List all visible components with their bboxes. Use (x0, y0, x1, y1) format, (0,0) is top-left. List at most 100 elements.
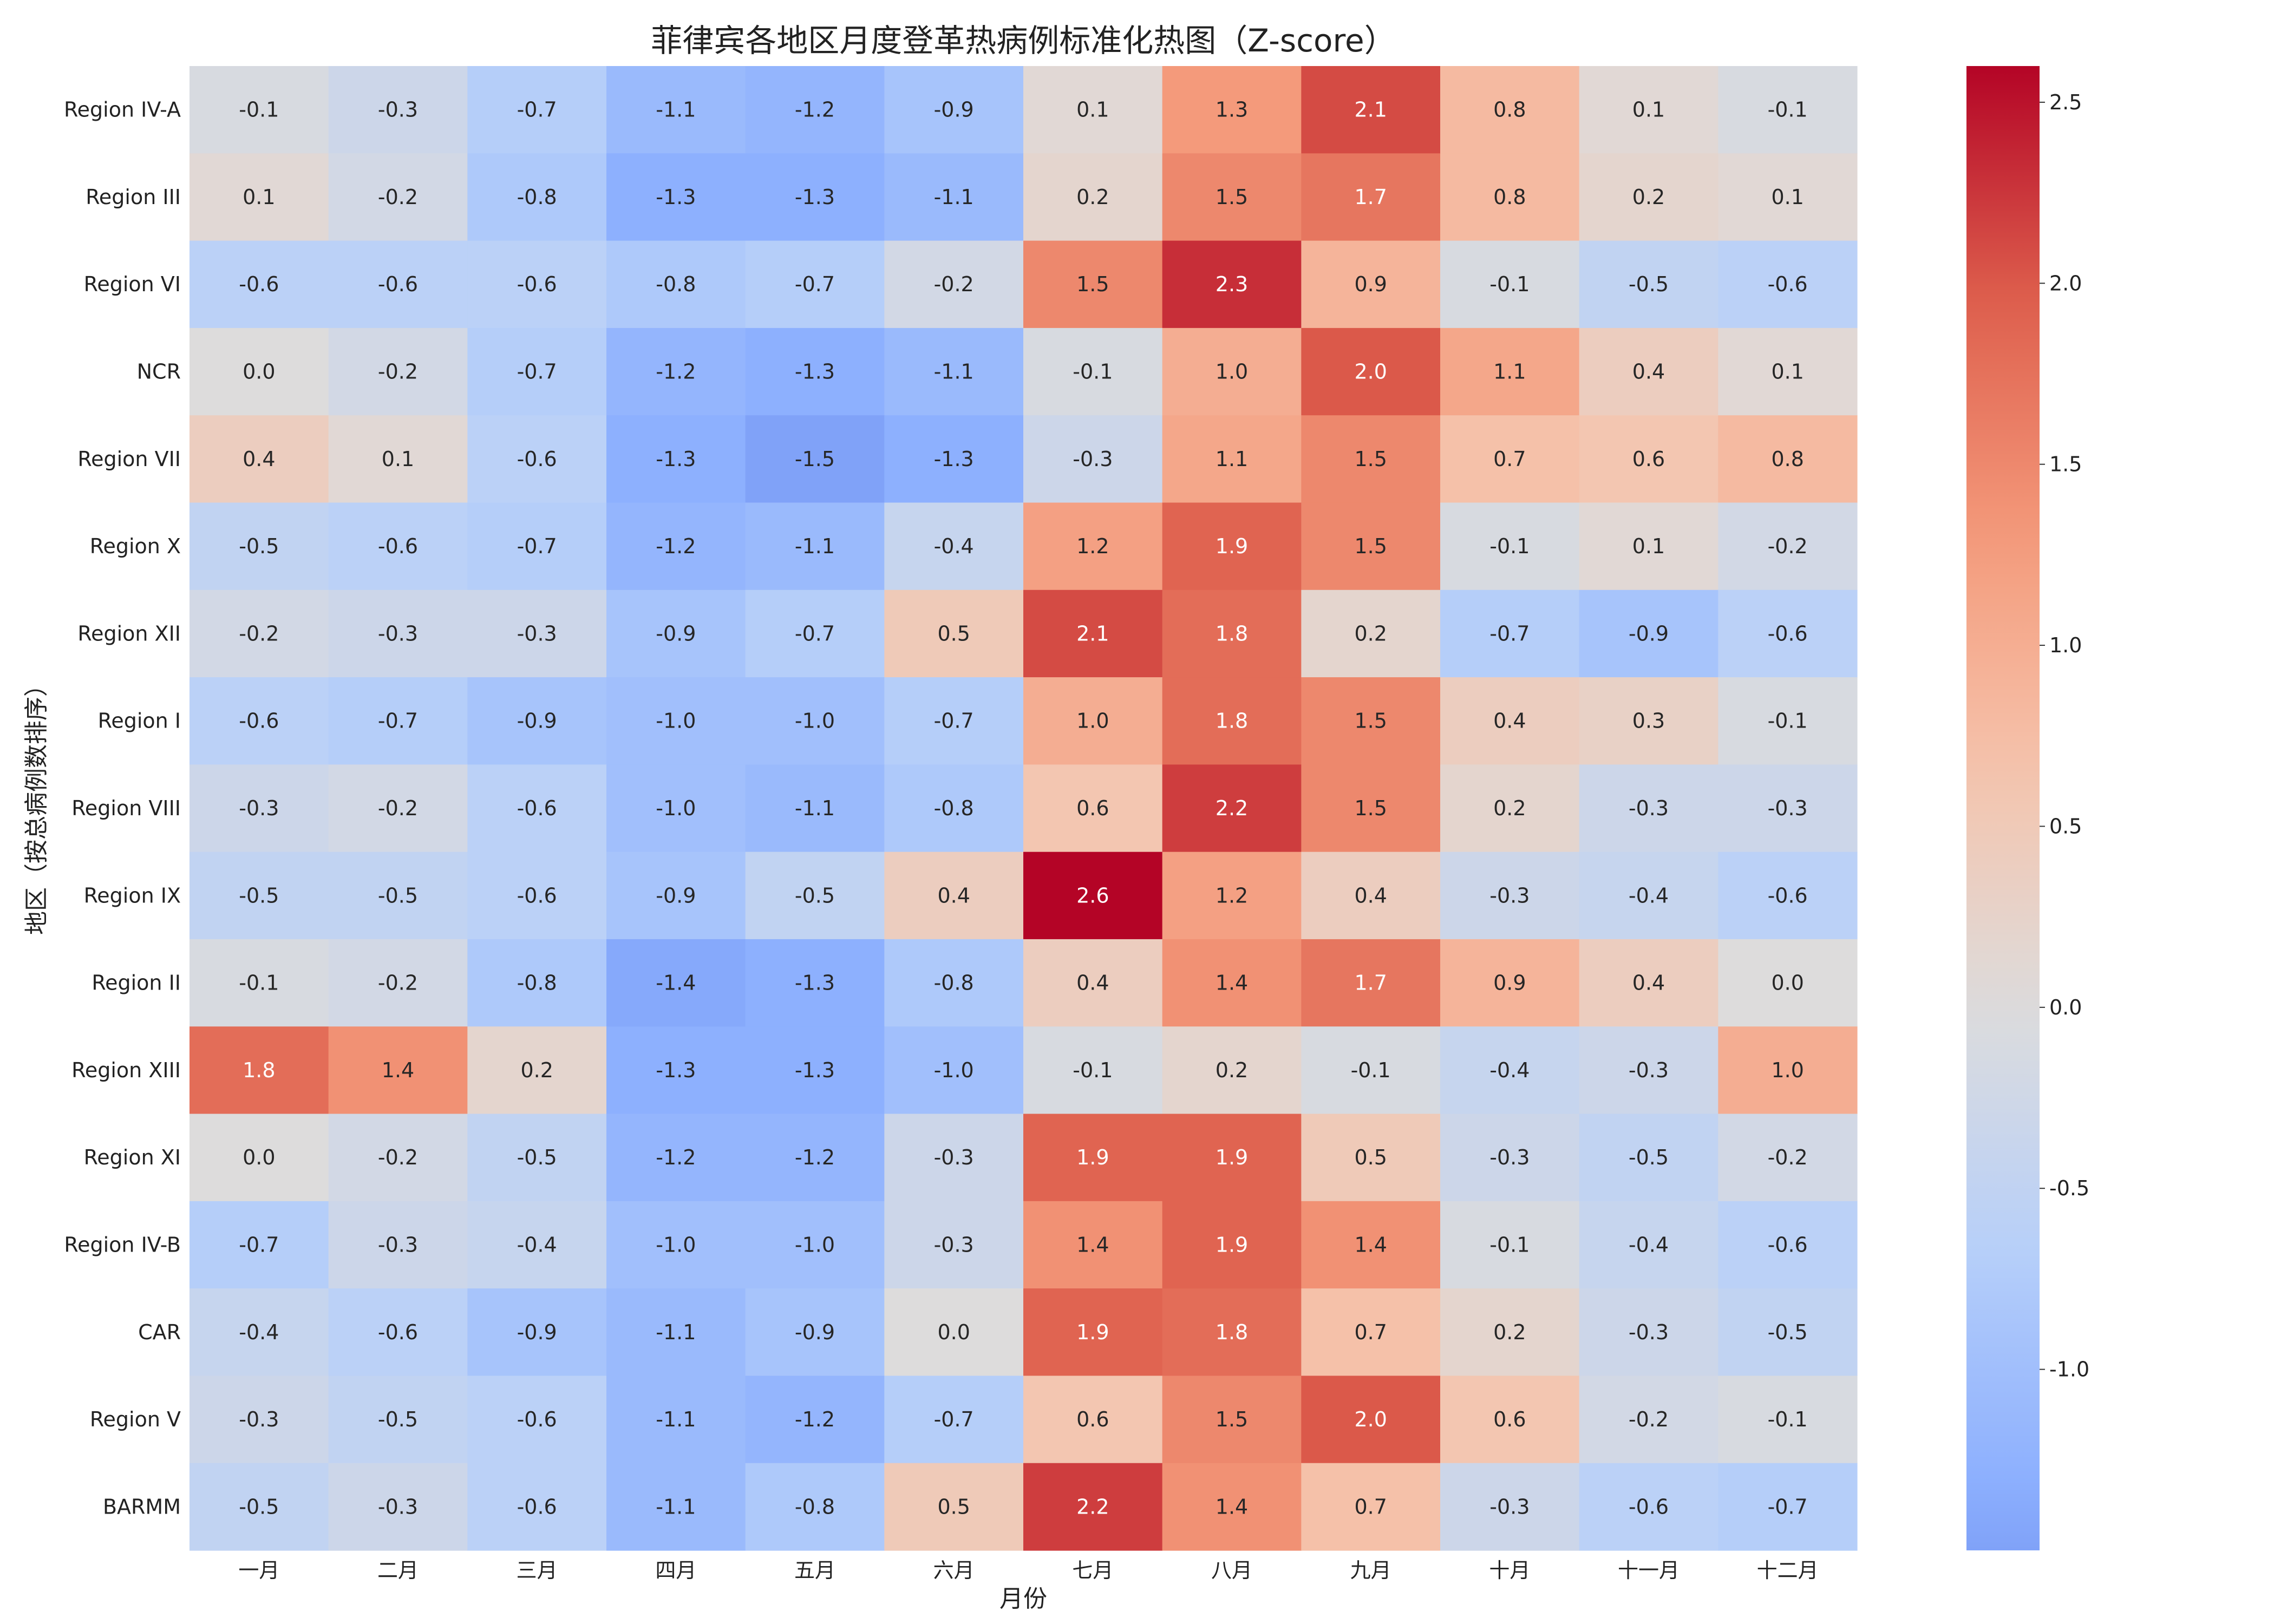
cell-value-label: -0.3 (378, 621, 418, 645)
heatmap-cell (1162, 1288, 1302, 1377)
y-tick-label: CAR (138, 1320, 181, 1344)
cell-value-label: -0.6 (517, 447, 557, 471)
cell-value-label: -0.3 (1768, 796, 1808, 820)
heatmap-cell (606, 1201, 746, 1289)
colorbar-tick-label: 2.0 (2049, 271, 2082, 295)
heatmap-cell (1301, 1201, 1441, 1289)
cell-value-label: 0.1 (382, 447, 414, 471)
cell-value-label: 2.1 (1076, 621, 1109, 645)
cell-value-label: 1.9 (1216, 1145, 1248, 1169)
heatmap-cell (467, 852, 607, 940)
cell-value-label: 0.7 (1354, 1320, 1387, 1344)
heatmap-cell (884, 328, 1024, 416)
cell-value-label: 1.5 (1354, 796, 1387, 820)
heatmap-cell (884, 852, 1024, 940)
x-tick-label: 十一月 (1618, 1558, 1680, 1582)
heatmap-cell (1301, 939, 1441, 1027)
cell-value-label: -1.0 (656, 796, 696, 820)
heatmap-cell (745, 1114, 885, 1202)
heatmap-cell (467, 415, 607, 503)
y-tick-label: Region IV-A (64, 98, 181, 122)
cell-value-label: 0.5 (937, 1495, 970, 1518)
heatmap-cell (190, 1463, 329, 1551)
heatmap-cell (1023, 1288, 1163, 1377)
heatmap-cell (1301, 677, 1441, 765)
y-tick-label: Region IX (84, 883, 181, 907)
cell-value-label: -0.6 (517, 1495, 557, 1518)
x-tick-label: 七月 (1072, 1558, 1113, 1582)
cell-value-label: -0.8 (517, 185, 557, 209)
heatmap-cell (884, 1201, 1024, 1289)
heatmap-cell (467, 240, 607, 329)
cell-value-label: -0.1 (1489, 534, 1530, 558)
cell-value-label: -0.9 (795, 1320, 835, 1344)
cell-value-label: 0.1 (1076, 98, 1109, 122)
heatmap-cell (1579, 1114, 1718, 1202)
cell-value-label: -1.2 (795, 1407, 835, 1431)
heatmap-cell (1162, 153, 1302, 241)
heatmap-cell (884, 764, 1024, 853)
y-tick-label: NCR (137, 360, 181, 384)
heatmap-cell (1579, 328, 1718, 416)
heatmap-cell (1301, 502, 1441, 591)
colorbar-tick-label: -1.0 (2049, 1358, 2089, 1381)
heatmap-cell (1718, 764, 1858, 853)
cell-value-label: -0.2 (378, 971, 418, 995)
cell-value-label: 1.8 (243, 1058, 275, 1082)
heatmap-cell (1440, 1114, 1580, 1202)
cell-value-label: -1.1 (656, 1320, 696, 1344)
cell-value-label: -0.1 (239, 98, 279, 122)
cell-value-label: -0.3 (378, 1233, 418, 1256)
heatmap-cell (1023, 1026, 1163, 1115)
heatmap-cell (1718, 1463, 1858, 1551)
heatmap-cell (190, 66, 329, 154)
heatmap-cell (1440, 1026, 1580, 1115)
cell-value-label: -0.6 (239, 709, 279, 733)
heatmap-cell (1718, 1026, 1858, 1115)
heatmap-cell (745, 764, 885, 853)
cell-value-label: 1.8 (1216, 1320, 1248, 1344)
cell-value-label: 2.0 (1354, 360, 1387, 384)
cell-value-label: 0.9 (1493, 971, 1526, 995)
heatmap-cell (1440, 328, 1580, 416)
cell-value-label: -0.5 (378, 1407, 418, 1431)
cell-value-label: 2.2 (1216, 796, 1248, 820)
heatmap-cell (606, 240, 746, 329)
heatmap-cell (1579, 240, 1718, 329)
heatmap-cell (745, 153, 885, 241)
cell-value-label: -0.8 (934, 796, 974, 820)
heatmap-cell (328, 1463, 468, 1551)
cell-value-label: 0.7 (1354, 1495, 1387, 1518)
cell-value-label: -0.1 (1489, 1233, 1530, 1256)
heatmap-cell (1718, 66, 1858, 154)
cell-value-label: -0.5 (239, 1495, 279, 1518)
heatmap-cell (190, 764, 329, 853)
heatmap-cell (1301, 240, 1441, 329)
cell-value-label: -0.6 (517, 1407, 557, 1431)
colorbar-gradient (1966, 66, 2040, 1550)
heatmap-cell (1718, 677, 1858, 765)
cell-value-label: -1.0 (795, 1233, 835, 1256)
heatmap-cell (1162, 328, 1302, 416)
heatmap-cell (1023, 1463, 1163, 1551)
heatmap-cell (328, 66, 468, 154)
heatmap-cell (1162, 590, 1302, 678)
heatmap-cell (1162, 1201, 1302, 1289)
cell-value-label: -0.6 (1768, 272, 1808, 296)
cell-value-label: -0.5 (1629, 1145, 1669, 1169)
cell-value-label: -0.2 (934, 272, 974, 296)
cell-value-label: -0.6 (1768, 621, 1808, 645)
heatmap-cell (1579, 502, 1718, 591)
heatmap-cell (1718, 1376, 1858, 1464)
cell-value-label: 1.9 (1076, 1145, 1109, 1169)
heatmap-cell (606, 852, 746, 940)
heatmap-cell (1162, 415, 1302, 503)
heatmap-cell (1023, 1201, 1163, 1289)
heatmap-cell (745, 677, 885, 765)
cell-value-label: 1.9 (1076, 1320, 1109, 1344)
heatmap-cell (1301, 66, 1441, 154)
cell-value-label: -1.3 (656, 447, 696, 471)
cell-value-label: 0.0 (243, 360, 275, 384)
y-tick-label: Region XII (77, 621, 181, 645)
cell-value-label: 0.2 (1493, 1320, 1526, 1344)
